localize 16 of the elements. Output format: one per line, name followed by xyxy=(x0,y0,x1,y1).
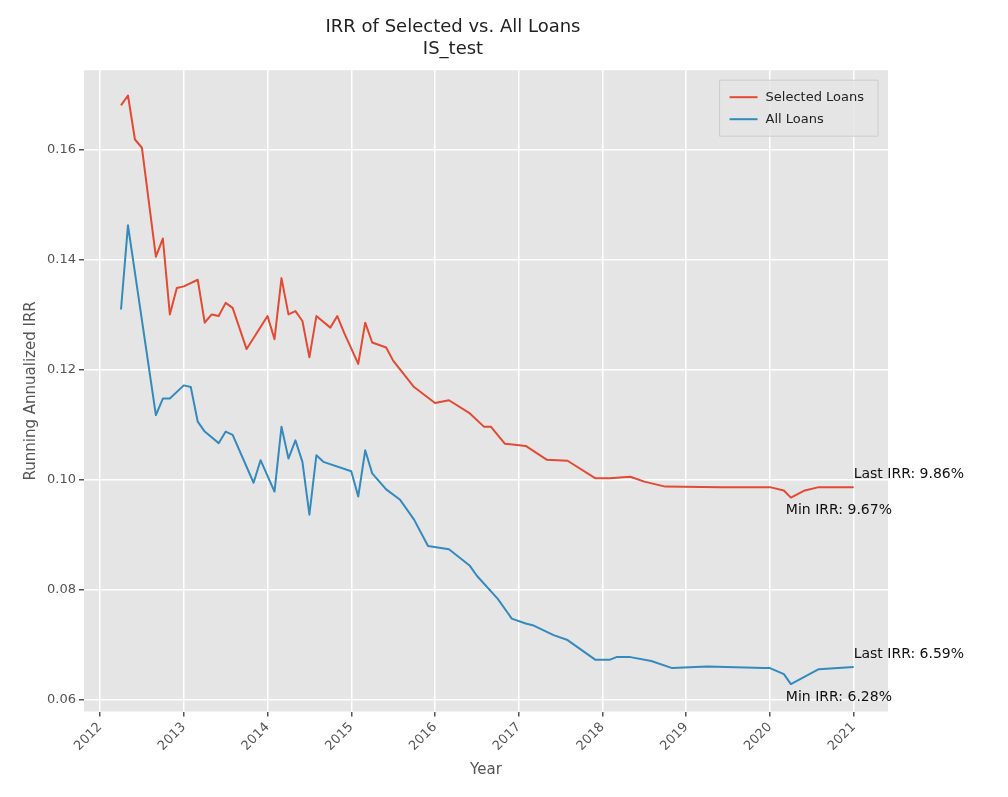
y-axis-title: Running Annualized IRR xyxy=(20,301,39,481)
legend-label: All Loans xyxy=(765,110,824,126)
y-tick-label: 0.06 xyxy=(46,690,76,706)
y-tick-label: 0.16 xyxy=(46,140,76,156)
annotation: Last IRR: 9.86% xyxy=(853,464,965,481)
y-tick-label: 0.12 xyxy=(46,360,76,376)
y-tick-label: 0.10 xyxy=(46,470,76,486)
y-tick-label: 0.08 xyxy=(46,580,76,596)
annotation: Min IRR: 6.28% xyxy=(785,687,892,704)
legend-label: Selected Loans xyxy=(765,88,865,104)
annotation: Last IRR: 6.59% xyxy=(853,644,965,661)
chart-subtitle: IS_test xyxy=(422,37,484,60)
chart-title: IRR of Selected vs. All Loans xyxy=(325,15,581,37)
x-axis-title: Year xyxy=(469,759,503,778)
annotation: Min IRR: 9.67% xyxy=(785,501,892,518)
y-tick-label: 0.14 xyxy=(46,250,76,266)
